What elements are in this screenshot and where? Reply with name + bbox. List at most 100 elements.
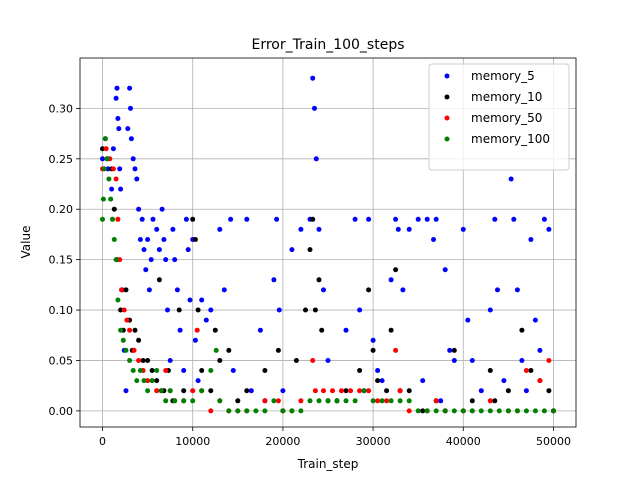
- data-point: [115, 116, 121, 121]
- data-point: [316, 398, 322, 404]
- data-point: [293, 358, 299, 363]
- data-point: [137, 368, 143, 373]
- data-point: [388, 327, 394, 333]
- data-point: [330, 388, 335, 394]
- data-point: [208, 307, 214, 313]
- data-point: [120, 337, 126, 343]
- data-point: [442, 267, 448, 273]
- x-tick-label: 10000: [175, 435, 210, 448]
- data-point: [114, 85, 120, 91]
- data-point: [181, 368, 187, 373]
- data-point: [366, 388, 372, 394]
- data-point: [495, 287, 500, 293]
- data-point: [397, 388, 403, 394]
- axis-ticks: 0 10000 20000 30000 40000 50000 0.00 0.05 0.10 0.…: [49, 102, 571, 448]
- x-tick-label: 20000: [265, 435, 300, 448]
- data-point: [110, 166, 116, 172]
- data-point: [110, 146, 116, 152]
- data-point: [357, 307, 363, 313]
- data-point: [208, 368, 214, 373]
- data-point: [415, 216, 421, 222]
- data-point: [298, 398, 304, 404]
- data-point: [451, 347, 457, 353]
- data-point: [163, 257, 169, 263]
- data-point: [119, 287, 124, 293]
- data-point: [487, 307, 493, 313]
- data-point: [127, 358, 133, 363]
- y-tick-label: 0.15: [49, 254, 74, 267]
- data-point: [334, 398, 340, 404]
- data-point: [149, 378, 155, 384]
- data-point: [185, 247, 191, 253]
- data-point: [154, 368, 160, 373]
- data-point: [505, 408, 511, 414]
- data-point: [400, 287, 406, 293]
- data-point: [274, 216, 280, 222]
- data-point: [370, 398, 376, 404]
- data-point: [451, 358, 457, 363]
- data-point: [343, 388, 349, 394]
- data-point: [221, 287, 227, 293]
- data-point: [352, 398, 358, 404]
- data-point: [195, 307, 201, 313]
- data-point: [271, 277, 277, 283]
- data-point: [276, 307, 282, 313]
- data-point: [280, 388, 286, 394]
- data-point: [118, 307, 124, 313]
- data-point: [172, 398, 178, 404]
- data-point: [118, 327, 124, 333]
- data-point: [117, 257, 123, 263]
- data-point: [343, 398, 349, 404]
- data-point: [357, 388, 363, 394]
- y-tick-label: 0.10: [49, 304, 74, 317]
- data-point: [262, 368, 268, 373]
- data-point: [298, 408, 304, 414]
- data-point: [339, 388, 344, 394]
- data-point: [140, 358, 146, 363]
- x-tick-label: 50000: [536, 435, 571, 448]
- data-point: [366, 216, 372, 222]
- data-point: [546, 226, 552, 232]
- data-point: [275, 347, 281, 353]
- data-point: [420, 408, 426, 414]
- data-point: [228, 216, 234, 222]
- data-point: [523, 408, 529, 414]
- data-point: [370, 347, 376, 353]
- data-point: [415, 408, 421, 414]
- data-point: [487, 408, 493, 414]
- data-point: [156, 277, 162, 283]
- data-point: [508, 176, 514, 182]
- data-point: [192, 337, 198, 343]
- data-point: [123, 287, 129, 293]
- data-point: [132, 327, 138, 333]
- data-point: [203, 317, 209, 323]
- data-point: [136, 206, 142, 212]
- data-point: [546, 388, 552, 394]
- data-point: [388, 398, 394, 404]
- data-point: [406, 226, 412, 232]
- legend-marker: [444, 136, 450, 142]
- data-point: [537, 378, 543, 384]
- data-point: [433, 216, 439, 222]
- data-point: [514, 408, 520, 414]
- data-point: [447, 347, 453, 353]
- data-point: [116, 126, 122, 132]
- data-point: [132, 166, 138, 172]
- data-point: [438, 398, 444, 404]
- data-point: [190, 216, 196, 222]
- legend-marker: [444, 94, 450, 100]
- data-point: [451, 408, 457, 414]
- data-point: [487, 398, 493, 404]
- data-point: [492, 216, 498, 222]
- y-axis-label: Value: [19, 226, 33, 259]
- data-point: [113, 176, 119, 182]
- data-point: [312, 105, 317, 111]
- data-point: [208, 388, 214, 394]
- data-point: [465, 317, 471, 323]
- data-point: [137, 237, 143, 242]
- data-point: [167, 388, 173, 394]
- data-point: [141, 378, 147, 384]
- data-point: [100, 146, 105, 152]
- y-tick-label: 0.05: [49, 354, 74, 367]
- data-point: [379, 398, 385, 404]
